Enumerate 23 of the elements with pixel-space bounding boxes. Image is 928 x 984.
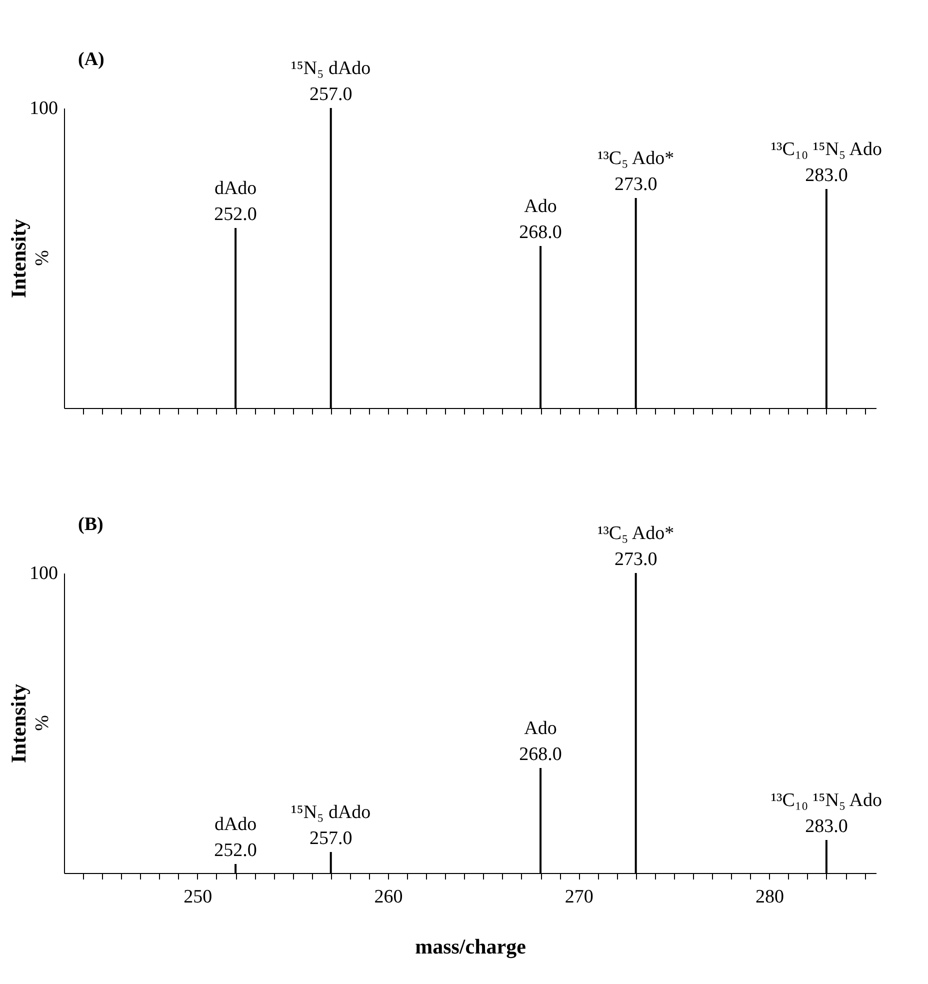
x-tick-label: 260 xyxy=(374,886,403,908)
chart-title: (B) xyxy=(78,514,104,535)
annotation: Ado 268.0 xyxy=(519,718,562,765)
annotation: ¹³C₁₀ ¹⁵N₅ Ado 283.0 xyxy=(770,790,882,837)
text: 100 xyxy=(30,98,58,119)
x-tick-label: 250 xyxy=(184,886,212,908)
x-axis-title: mass/charge xyxy=(415,934,526,958)
text: % xyxy=(32,714,53,731)
annotation: ¹⁵N₅ dAdo 257.0 xyxy=(291,58,371,105)
x-tick-label: 280 xyxy=(756,886,784,908)
x-tick-label: 270 xyxy=(564,886,594,908)
annotation: dAdo 252.0 xyxy=(214,178,257,225)
text: % xyxy=(32,250,53,266)
annotation: dAdo 252.0 xyxy=(214,814,257,861)
y-axis-title: Intensity xyxy=(6,683,30,764)
annotation: ¹³C₅ Ado* 273.0 xyxy=(598,148,674,195)
chart-title: (A) xyxy=(78,49,104,70)
annotation: ¹³C₁₀ ¹⁵N₅ Ado 283.0 xyxy=(770,139,882,186)
text: 100 xyxy=(30,563,58,584)
annotation: ¹³C₅ Ado* 273.0 xyxy=(598,523,674,570)
y-axis-title: Intensity xyxy=(6,218,30,298)
annotation: Ado 268.0 xyxy=(519,196,562,243)
annotation: ¹⁵N₅ dAdo 257.0 xyxy=(291,802,371,849)
